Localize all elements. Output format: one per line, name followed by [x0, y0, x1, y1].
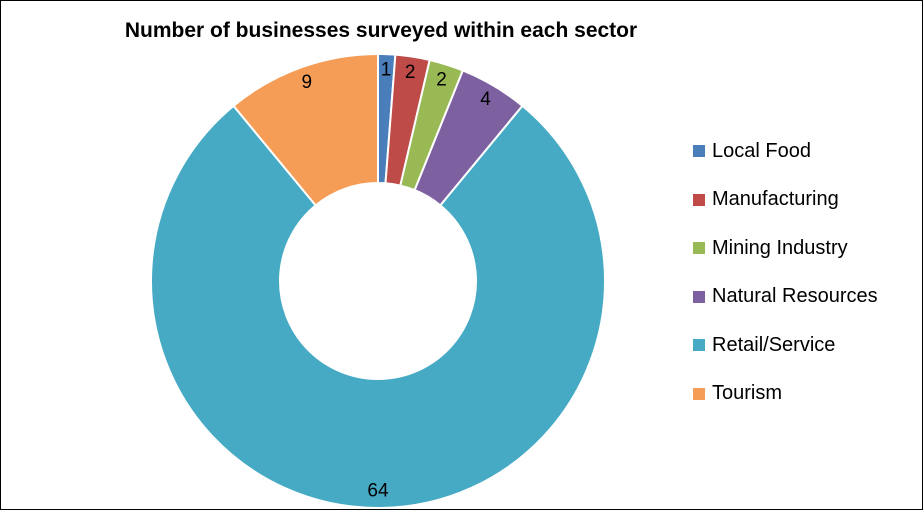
- slice-retail-service: [150, 104, 606, 509]
- legend-label: Natural Resources: [712, 285, 878, 308]
- data-label-manufacturing: 2: [405, 62, 416, 83]
- legend-item-local-food: Local Food: [693, 127, 878, 176]
- legend-swatch: [693, 193, 705, 206]
- legend-swatch: [693, 339, 705, 352]
- legend-item-tourism: Tourism: [693, 370, 878, 419]
- legend-swatch: [693, 290, 705, 303]
- data-label-tourism: 9: [302, 72, 313, 93]
- legend-item-natural-resources: Natural Resources: [693, 273, 878, 322]
- legend-item-manufacturing: Manufacturing: [693, 176, 878, 225]
- legend-label: Tourism: [712, 382, 783, 405]
- slice-tourism: [232, 52, 379, 207]
- legend-swatch: [693, 242, 705, 255]
- legend-label: Manufacturing: [712, 188, 839, 211]
- data-label-mining-industry: 2: [436, 69, 447, 90]
- legend-label: Mining Industry: [712, 236, 848, 259]
- data-label-local-food: 1: [381, 60, 392, 81]
- legend-item-mining-industry: Mining Industry: [693, 224, 878, 273]
- data-label-retail-service: 64: [367, 481, 389, 502]
- legend-swatch: [693, 145, 705, 158]
- legend-item-retail-service: Retail/Service: [693, 321, 878, 370]
- legend-label: Local Food: [712, 139, 811, 162]
- data-label-natural-resources: 4: [480, 89, 491, 110]
- chart-title: Number of businesses surveyed within eac…: [124, 19, 638, 42]
- legend: Local Food Manufacturing Mining Industry Na…: [693, 127, 878, 418]
- legend-label: Retail/Service: [712, 333, 836, 356]
- legend-swatch: [693, 387, 705, 400]
